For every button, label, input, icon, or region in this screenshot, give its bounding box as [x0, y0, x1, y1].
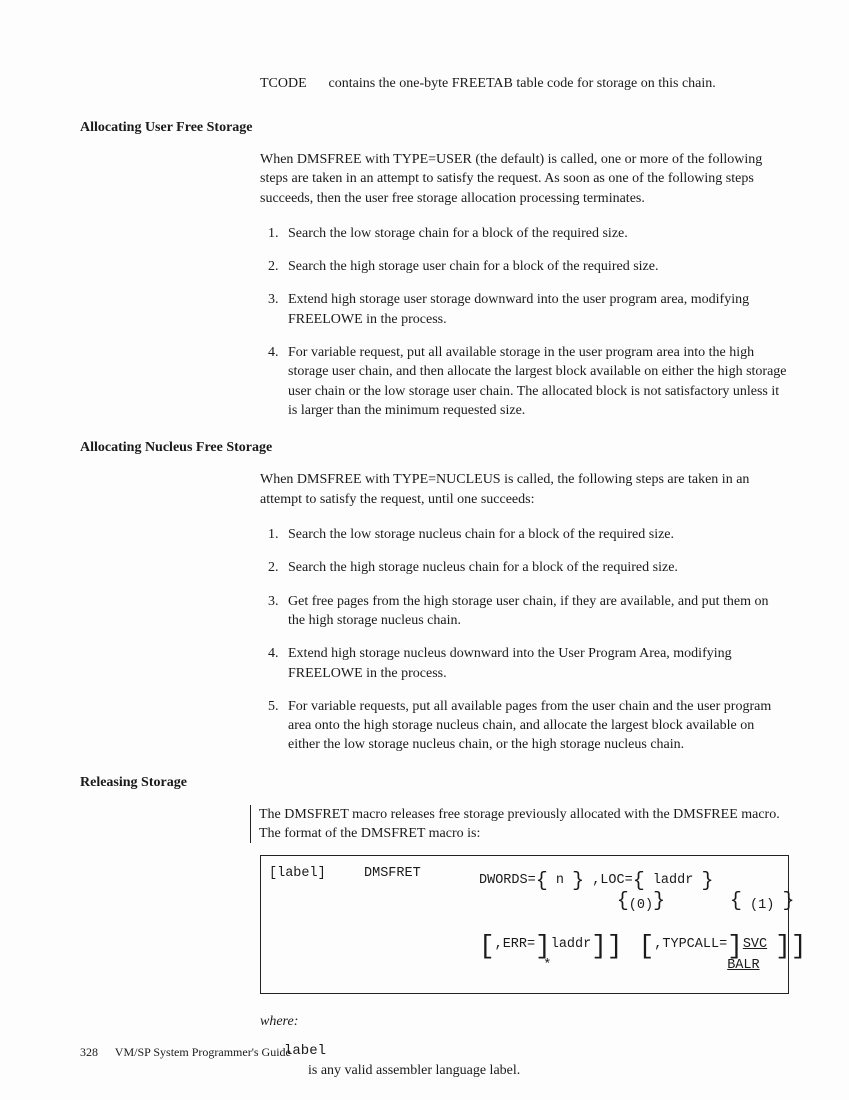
where-block: where: label is any valid assembler lang…: [260, 1012, 789, 1081]
text: laddr: [653, 873, 694, 888]
def-desc: is any valid assembler language label.: [308, 1061, 789, 1081]
text: ,ERR=: [495, 937, 536, 952]
text: n: [556, 873, 564, 888]
heading-user-free-storage: Allocating User Free Storage: [80, 120, 789, 136]
text: (0): [629, 898, 653, 913]
user-block: When DMSFREE with TYPE=USER (the default…: [260, 150, 789, 420]
nucleus-block: When DMSFREE with TYPE=NUCLEUS is called…: [260, 470, 789, 754]
list-item: Search the high storage user chain for a…: [282, 257, 789, 276]
text: DWORDS=: [479, 873, 536, 888]
nucleus-intro: When DMSFREE with TYPE=NUCLEUS is called…: [260, 470, 789, 509]
list-item: For variable request, put all available …: [282, 343, 789, 420]
list-item: Get free pages from the high storage use…: [282, 592, 789, 631]
page-number: 328: [80, 1045, 98, 1060]
def-term: label: [284, 1042, 789, 1062]
heading-nucleus-free-storage: Allocating Nucleus Free Storage: [80, 440, 789, 456]
page: TCODE contains the one-byte FREETAB tabl…: [0, 0, 849, 1100]
list-item: Extend high storage user storage downwar…: [282, 290, 789, 329]
page-footer: 328 VM/SP System Programmer's Guide: [80, 1045, 291, 1060]
user-intro: When DMSFREE with TYPE=USER (the default…: [260, 150, 789, 208]
syntax-row-1: [label] DMSFRET DWORDS={ n } ,LOC={ ladd…: [269, 866, 780, 975]
releasing-intro: The DMSFRET macro releases free storage …: [259, 805, 789, 844]
text: ,LOC=: [592, 873, 633, 888]
list-item: Search the low storage nucleus chain for…: [282, 525, 789, 544]
syntax-operands: DWORDS={ n } ,LOC={ laddr } {(0)} { (1) …: [479, 866, 806, 975]
text: laddr: [551, 937, 592, 952]
text: ,TYPCALL=: [654, 937, 727, 952]
text: (1): [750, 898, 774, 913]
tcode-desc: contains the one-byte FREETAB table code…: [329, 76, 716, 91]
list-item: For variable requests, put all available…: [282, 697, 789, 755]
where-label: where:: [260, 1012, 789, 1032]
releasing-block: The DMSFRET macro releases free storage …: [260, 805, 789, 994]
footer-title: VM/SP System Programmer's Guide: [115, 1045, 291, 1059]
tcode-term: TCODE: [260, 75, 325, 94]
syntax-box: [label] DMSFRET DWORDS={ n } ,LOC={ ladd…: [260, 855, 789, 994]
change-bar: The DMSFRET macro releases free storage …: [250, 805, 789, 844]
list-item: Search the low storage chain for a block…: [282, 224, 789, 243]
list-item: Search the high storage nucleus chain fo…: [282, 558, 789, 577]
list-item: Extend high storage nucleus downward int…: [282, 644, 789, 683]
syntax-label: [label]: [269, 866, 364, 883]
syntax-macro: DMSFRET: [364, 866, 479, 883]
heading-releasing-storage: Releasing Storage: [80, 775, 789, 791]
text: SVC: [743, 937, 767, 952]
nucleus-steps: Search the low storage nucleus chain for…: [260, 525, 789, 755]
user-steps: Search the low storage chain for a block…: [260, 224, 789, 421]
tcode-definition: TCODE contains the one-byte FREETAB tabl…: [260, 75, 789, 94]
